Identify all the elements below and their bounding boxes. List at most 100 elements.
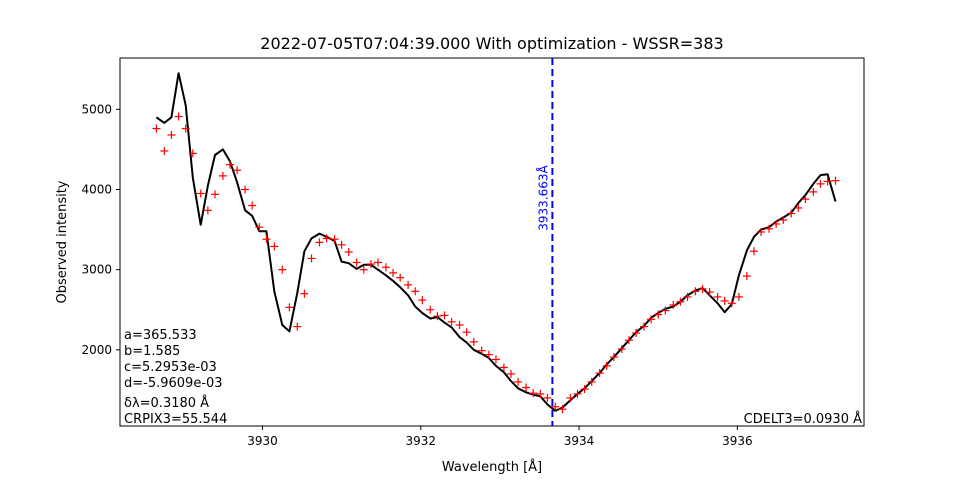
observed-point xyxy=(293,322,302,331)
observed-point xyxy=(285,303,294,312)
observed-point xyxy=(389,268,398,277)
observed-point xyxy=(587,377,596,386)
observed-point xyxy=(691,287,700,296)
observed-point xyxy=(167,130,176,139)
observed-point xyxy=(396,273,405,282)
observed-point xyxy=(426,305,435,314)
observed-point xyxy=(705,288,714,297)
fit-parameter-line: CRPIX3=55.544 xyxy=(124,412,227,427)
observed-point xyxy=(683,292,692,301)
observed-point xyxy=(632,328,641,337)
observed-point xyxy=(794,203,803,212)
observed-point xyxy=(566,393,575,402)
y-tick-label: 3000 xyxy=(81,263,112,277)
observed-point xyxy=(233,166,242,175)
y-axis-label: Observed intensity xyxy=(55,180,70,303)
observed-point xyxy=(352,258,361,267)
observed-point xyxy=(337,240,346,249)
observed-point xyxy=(809,187,818,196)
observed-point xyxy=(315,238,324,247)
observed-point xyxy=(831,176,840,185)
observed-point xyxy=(536,389,545,398)
observed-point xyxy=(374,258,383,267)
observed-point xyxy=(749,247,758,256)
observed-point xyxy=(499,363,508,372)
fit-line-layer xyxy=(155,72,837,412)
observed-point xyxy=(676,297,685,306)
observed-point xyxy=(654,310,663,319)
observed-point xyxy=(720,296,729,305)
observed-point xyxy=(772,219,781,228)
observed-point xyxy=(469,337,478,346)
observed-point xyxy=(742,272,751,281)
observed-point xyxy=(669,300,678,309)
observed-point xyxy=(787,209,796,218)
x-axis-ticks: 3930 3932 3934 3936 xyxy=(247,426,753,448)
observed-point xyxy=(455,320,464,329)
line-center-marker: 3933.663Å xyxy=(535,58,554,426)
observed-point xyxy=(359,265,368,274)
observed-point xyxy=(255,223,264,232)
y-tick-label: 2000 xyxy=(81,343,112,357)
observed-point xyxy=(543,393,552,402)
x-tick-label: 3934 xyxy=(564,434,595,448)
observed-point xyxy=(203,206,212,215)
fit-parameter-line: δλ=0.3180 Å xyxy=(124,395,209,411)
observed-point xyxy=(181,124,190,133)
observed-point xyxy=(210,190,219,199)
observed-point xyxy=(609,353,618,362)
observed-point xyxy=(624,336,633,345)
observed-point xyxy=(713,292,722,301)
observed-points-layer xyxy=(152,112,840,414)
observed-point xyxy=(602,361,611,370)
observed-point xyxy=(823,177,832,186)
observed-point xyxy=(551,402,560,411)
observed-point xyxy=(506,369,515,378)
x-tick-label: 3932 xyxy=(405,434,436,448)
observed-point xyxy=(248,201,257,210)
y-axis-ticks: 2000 3000 4000 5000 xyxy=(81,102,120,357)
observed-point xyxy=(522,383,531,392)
observed-point xyxy=(779,215,788,224)
observed-point xyxy=(411,287,420,296)
observed-point xyxy=(801,195,810,204)
observed-point xyxy=(404,280,413,289)
observed-point xyxy=(462,328,471,337)
x-axis-label: Wavelength [Å] xyxy=(442,459,542,475)
observed-point xyxy=(433,312,442,321)
observed-point xyxy=(307,254,316,263)
observed-point xyxy=(617,345,626,354)
x-tick-label: 3930 xyxy=(247,434,278,448)
fit-parameter-line: d=-5.9609e-03 xyxy=(124,376,223,391)
observed-point xyxy=(278,265,287,274)
observed-point xyxy=(734,292,743,301)
chart-title: 2022-07-05T07:04:39.000 With optimizatio… xyxy=(260,34,723,53)
fit-line xyxy=(155,72,837,412)
observed-point xyxy=(647,315,656,324)
observed-point xyxy=(765,224,774,233)
y-tick-label: 5000 xyxy=(81,102,112,116)
observed-point xyxy=(573,389,582,398)
observed-point xyxy=(160,147,169,156)
x-tick-label: 3936 xyxy=(722,434,753,448)
fit-parameter-line: a=365.533 xyxy=(124,328,197,343)
observed-point xyxy=(300,289,309,298)
observed-point xyxy=(270,242,279,251)
observed-point xyxy=(241,185,250,194)
observed-point xyxy=(514,377,523,386)
fit-parameter-line: b=1.585 xyxy=(124,344,180,359)
observed-point xyxy=(440,311,449,320)
observed-point xyxy=(322,234,331,243)
observed-point xyxy=(816,179,825,188)
observed-point xyxy=(418,296,427,305)
observed-point xyxy=(152,124,161,133)
observed-point xyxy=(580,385,589,394)
fit-parameter-line: c=5.2953e-03 xyxy=(124,360,217,375)
observed-point xyxy=(344,248,353,257)
observed-point xyxy=(381,263,390,272)
observed-point xyxy=(366,260,375,269)
observed-point xyxy=(477,346,486,355)
observed-point xyxy=(484,350,493,359)
observed-point xyxy=(174,112,183,121)
